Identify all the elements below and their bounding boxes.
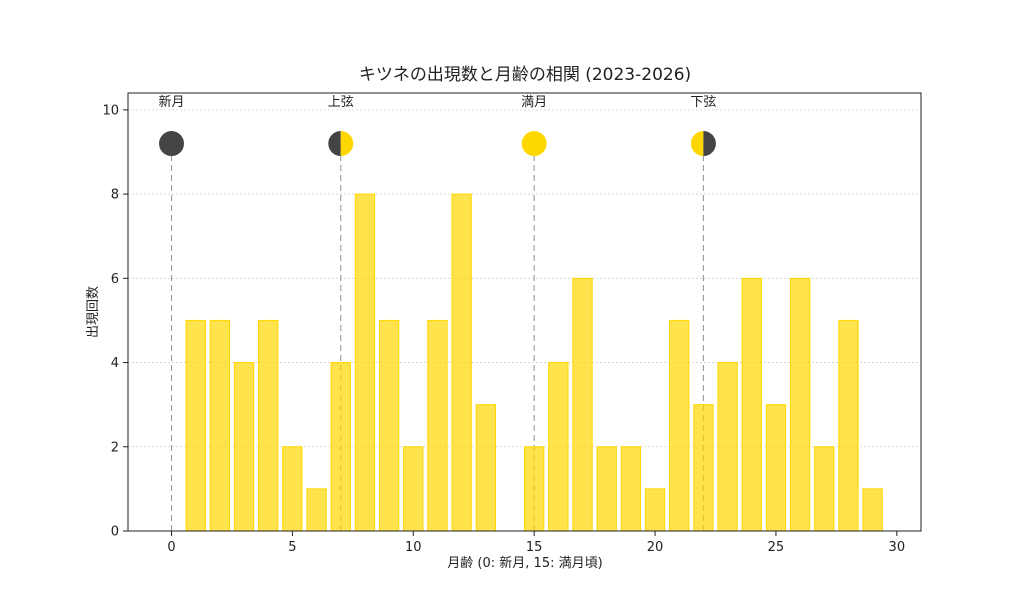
bar — [693, 404, 714, 532]
bar — [185, 319, 206, 532]
y-tick-label: 2 — [111, 440, 119, 455]
bar — [451, 193, 472, 532]
bar — [717, 362, 738, 532]
moon-phase-label: 新月 — [159, 94, 185, 110]
bar — [403, 446, 424, 532]
bar — [838, 319, 859, 532]
x-tick-label: 25 — [768, 540, 785, 555]
bar — [644, 488, 666, 532]
bar — [862, 488, 883, 532]
moon-phase-markers: 新月 上弦 満月 下弦 — [159, 94, 716, 157]
bar — [572, 277, 593, 532]
moon-new-icon — [159, 131, 185, 157]
chart-title: キツネの出現数と月齢の相関 (2023-2026) — [359, 65, 691, 85]
bar — [258, 319, 279, 532]
bar — [330, 362, 351, 532]
moon-phase-label: 下弦 — [690, 94, 716, 110]
bar — [233, 362, 255, 532]
y-tick-label: 4 — [111, 356, 119, 371]
moon-full-icon — [521, 131, 547, 157]
x-tick-label: 30 — [889, 540, 906, 555]
bar — [548, 362, 569, 532]
bar — [354, 193, 376, 532]
y-tick-label: 0 — [111, 525, 119, 540]
bar — [669, 319, 690, 532]
x-tick-label: 10 — [405, 540, 422, 555]
bar — [765, 404, 787, 532]
moon-phase-label: 満月 — [521, 95, 547, 110]
x-axis-ticks: 0 5 10 15 20 25 30 — [167, 531, 905, 555]
bar — [475, 404, 496, 532]
bar — [741, 277, 762, 532]
y-axis-label: 出現回数 — [86, 286, 101, 338]
bar — [427, 319, 448, 532]
moon-last-quarter-icon — [690, 131, 716, 157]
x-tick-label: 5 — [288, 540, 296, 555]
bar — [306, 488, 327, 532]
plot-frame — [127, 92, 922, 532]
bar — [620, 446, 642, 532]
bar — [789, 277, 811, 532]
bar — [524, 446, 545, 532]
y-tick-label: 8 — [111, 188, 119, 203]
bar — [814, 446, 835, 532]
y-tick-label: 10 — [102, 103, 119, 118]
bar — [378, 319, 400, 532]
y-axis-ticks: 0 2 4 6 8 10 — [102, 103, 128, 540]
moon-phase-label: 上弦 — [328, 94, 354, 110]
y-tick-label: 6 — [111, 272, 119, 287]
bar — [282, 446, 303, 532]
bar — [596, 446, 617, 532]
x-tick-label: 15 — [526, 540, 543, 555]
bars — [185, 193, 883, 532]
x-axis-label: 月齢 (0: 新月, 15: 満月頃) — [447, 555, 602, 571]
x-tick-label: 0 — [167, 540, 175, 555]
bar — [209, 319, 231, 532]
moon-first-quarter-icon — [328, 131, 354, 157]
x-tick-label: 20 — [647, 540, 664, 555]
